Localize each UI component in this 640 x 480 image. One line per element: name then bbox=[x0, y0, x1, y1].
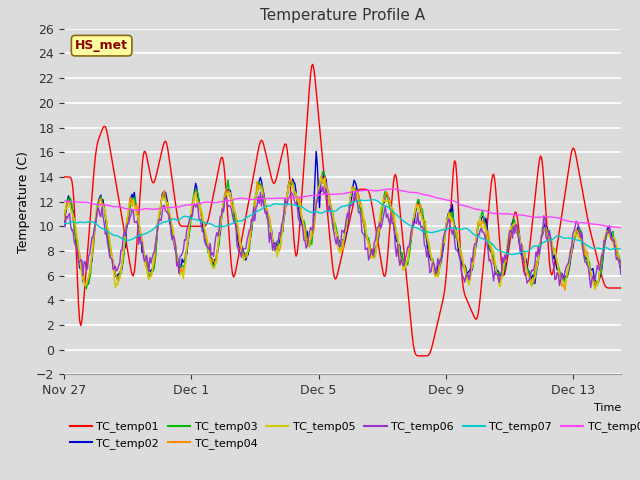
Y-axis label: Temperature (C): Temperature (C) bbox=[17, 151, 30, 252]
Legend: TC_temp01, TC_temp02, TC_temp03, TC_temp04, TC_temp05, TC_temp06, TC_temp07, TC_: TC_temp01, TC_temp02, TC_temp03, TC_temp… bbox=[70, 421, 640, 449]
Text: HS_met: HS_met bbox=[75, 39, 128, 52]
X-axis label: Time: Time bbox=[593, 403, 621, 413]
Title: Temperature Profile A: Temperature Profile A bbox=[260, 9, 425, 24]
